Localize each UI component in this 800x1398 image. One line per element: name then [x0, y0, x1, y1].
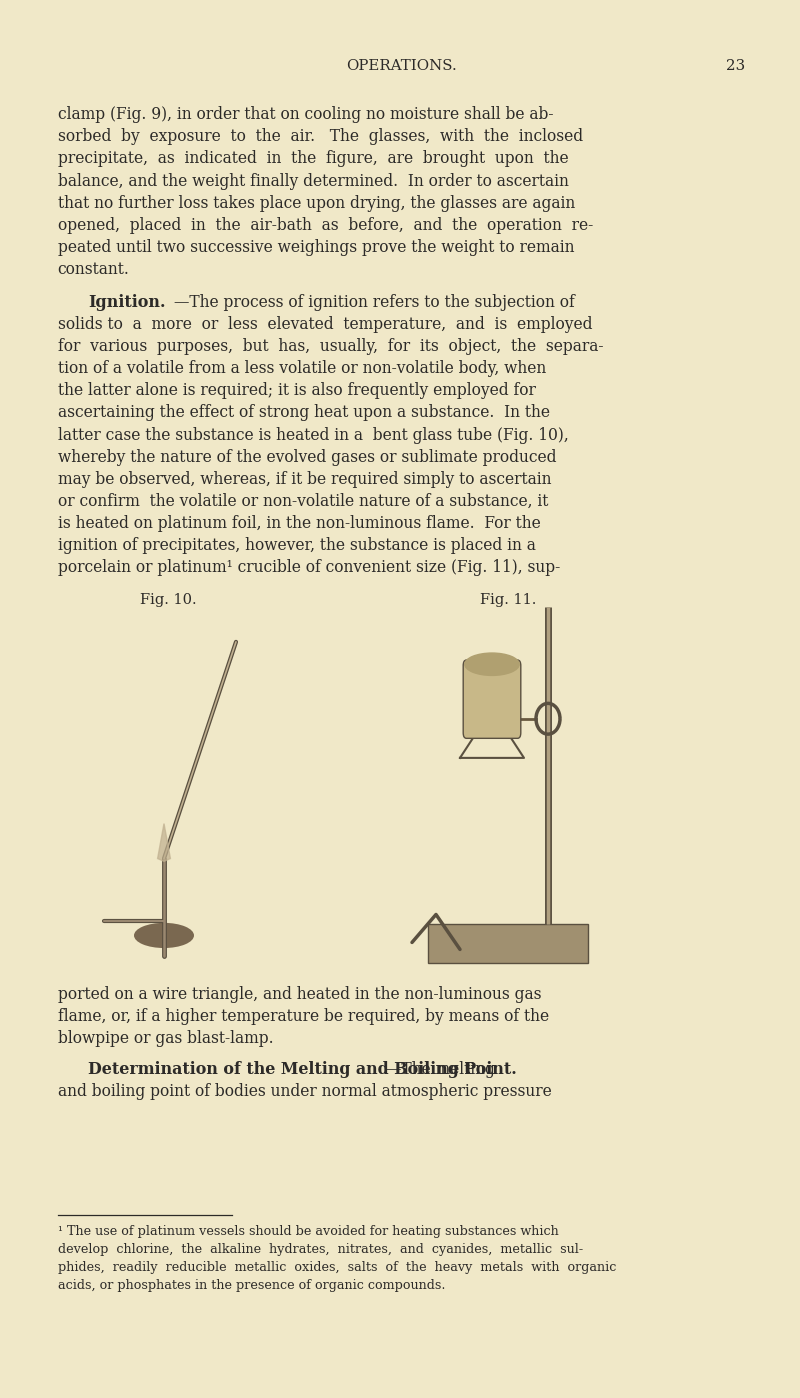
Text: OPERATIONS.: OPERATIONS.	[346, 59, 457, 73]
Text: tion of a volatile from a less volatile or non-volatile body, when: tion of a volatile from a less volatile …	[58, 361, 546, 377]
Polygon shape	[158, 823, 170, 861]
Ellipse shape	[465, 653, 519, 675]
Text: ignition of precipitates, however, the substance is placed in a: ignition of precipitates, however, the s…	[58, 537, 535, 554]
Text: precipitate,  as  indicated  in  the  figure,  are  brought  upon  the: precipitate, as indicated in the figure,…	[58, 151, 568, 168]
Text: porcelain or platinum¹ crucible of convenient size (Fig. 11), sup-: porcelain or platinum¹ crucible of conve…	[58, 559, 560, 576]
Text: acids, or phosphates in the presence of organic compounds.: acids, or phosphates in the presence of …	[58, 1279, 445, 1292]
Text: that no further loss takes place upon drying, the glasses are again: that no further loss takes place upon dr…	[58, 194, 575, 211]
Ellipse shape	[134, 923, 194, 948]
Text: Ignition.: Ignition.	[88, 294, 166, 310]
Text: and boiling point of bodies under normal atmospheric pressure: and boiling point of bodies under normal…	[58, 1083, 551, 1100]
Text: or confirm  the volatile or non-volatile nature of a substance, it: or confirm the volatile or non-volatile …	[58, 493, 548, 510]
Text: flame, or, if a higher temperature be required, by means of the: flame, or, if a higher temperature be re…	[58, 1008, 549, 1025]
Text: —The melting: —The melting	[386, 1061, 494, 1078]
Text: sorbed  by  exposure  to  the  air.   The  glasses,  with  the  inclosed: sorbed by exposure to the air. The glass…	[58, 129, 582, 145]
Text: develop  chlorine,  the  alkaline  hydrates,  nitrates,  and  cyanides,  metalli: develop chlorine, the alkaline hydrates,…	[58, 1243, 582, 1255]
Text: Fig. 11.: Fig. 11.	[480, 593, 536, 607]
Text: is heated on platinum foil, in the non-luminous flame.  For the: is heated on platinum foil, in the non-l…	[58, 514, 540, 531]
Text: ported on a wire triangle, and heated in the non-luminous gas: ported on a wire triangle, and heated in…	[58, 986, 541, 1004]
Text: latter case the substance is heated in a  bent glass tube (Fig. 10),: latter case the substance is heated in a…	[58, 426, 568, 443]
Text: opened,  placed  in  the  air-bath  as  before,  and  the  operation  re-: opened, placed in the air-bath as before…	[58, 217, 593, 233]
Text: may be observed, whereas, if it be required simply to ascertain: may be observed, whereas, if it be requi…	[58, 471, 551, 488]
Text: phides,  readily  reducible  metallic  oxides,  salts  of  the  heavy  metals  w: phides, readily reducible metallic oxide…	[58, 1261, 616, 1274]
Text: ¹ The use of platinum vessels should be avoided for heating substances which: ¹ The use of platinum vessels should be …	[58, 1225, 558, 1239]
Text: blowpipe or gas blast-lamp.: blowpipe or gas blast-lamp.	[58, 1030, 274, 1047]
Text: clamp (Fig. 9), in order that on cooling no moisture shall be ab-: clamp (Fig. 9), in order that on cooling…	[58, 106, 553, 123]
Text: balance, and the weight finally determined.  In order to ascertain: balance, and the weight finally determin…	[58, 172, 569, 190]
Text: constant.: constant.	[58, 261, 130, 278]
FancyBboxPatch shape	[428, 924, 588, 963]
Text: Determination of the Melting and Boiling Point.: Determination of the Melting and Boiling…	[88, 1061, 517, 1078]
Text: solids to  a  more  or  less  elevated  temperature,  and  is  employed: solids to a more or less elevated temper…	[58, 316, 592, 333]
Text: whereby the nature of the evolved gases or sublimate produced: whereby the nature of the evolved gases …	[58, 449, 556, 466]
Text: ascertaining the effect of strong heat upon a substance.  In the: ascertaining the effect of strong heat u…	[58, 404, 550, 421]
Text: peated until two successive weighings prove the weight to remain: peated until two successive weighings pr…	[58, 239, 574, 256]
Text: Fig. 10.: Fig. 10.	[140, 593, 196, 607]
Text: 23: 23	[726, 59, 746, 73]
Text: for  various  purposes,  but  has,  usually,  for  its  object,  the  separa-: for various purposes, but has, usually, …	[58, 338, 603, 355]
Text: —The process of ignition refers to the subjection of: —The process of ignition refers to the s…	[174, 294, 575, 310]
Text: the latter alone is required; it is also frequently employed for: the latter alone is required; it is also…	[58, 383, 535, 400]
FancyBboxPatch shape	[463, 660, 521, 738]
